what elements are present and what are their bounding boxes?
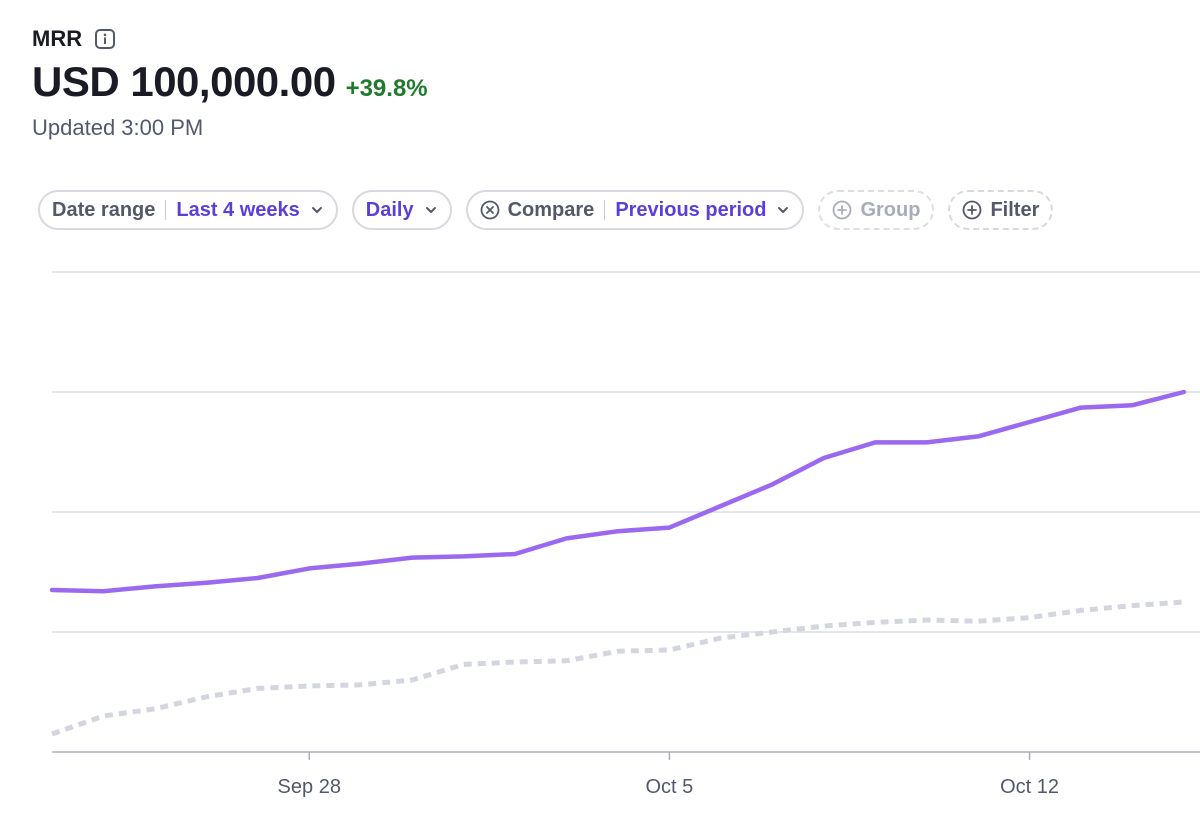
- x-tick-label: Oct 5: [646, 776, 694, 798]
- chevron-down-icon: [425, 207, 436, 213]
- plus-circle-icon: [963, 200, 982, 220]
- series-line-current-period: [49, 389, 1187, 594]
- plus-circle-icon: [833, 200, 852, 220]
- date-range-value: Last 4 weeks: [176, 198, 300, 221]
- filter-bar: Date range Last 4 weeks Daily Compare Pr…: [38, 190, 1054, 230]
- group-button[interactable]: Group: [818, 190, 935, 230]
- metric-title: MRR: [32, 26, 116, 52]
- metric-summary: USD 100,000.00 +39.8%: [32, 58, 428, 106]
- divider: [604, 200, 606, 220]
- compare-filter[interactable]: Compare Previous period: [465, 190, 805, 230]
- interval-filter[interactable]: Daily: [351, 190, 452, 230]
- date-range-filter[interactable]: Date range Last 4 weeks: [38, 190, 338, 230]
- mrr-line-chart: Sep 28 Oct 5 Oct 12: [49, 271, 1200, 798]
- metric-change: +39.8%: [345, 75, 428, 102]
- compare-value: Previous period: [615, 198, 767, 221]
- info-icon[interactable]: [94, 28, 116, 50]
- clear-circle-icon[interactable]: [480, 200, 500, 220]
- series-line-previous-period: [51, 599, 1185, 737]
- chevron-down-icon: [778, 207, 789, 213]
- metric-value: USD 100,000.00: [32, 58, 336, 105]
- x-tick-label: Oct 12: [1000, 776, 1059, 798]
- divider: [165, 200, 167, 220]
- filter-label: Filter: [990, 198, 1040, 221]
- interval-value: Daily: [365, 198, 414, 221]
- chevron-down-icon: [311, 207, 322, 213]
- updated-timestamp: Updated 3:00 PM: [32, 115, 204, 140]
- filter-button[interactable]: Filter: [948, 190, 1054, 230]
- x-tick-label: Sep 28: [278, 776, 341, 798]
- metric-label: MRR: [32, 26, 83, 51]
- group-label: Group: [860, 198, 921, 221]
- date-range-label: Date range: [52, 198, 156, 221]
- compare-label: Compare: [507, 198, 595, 221]
